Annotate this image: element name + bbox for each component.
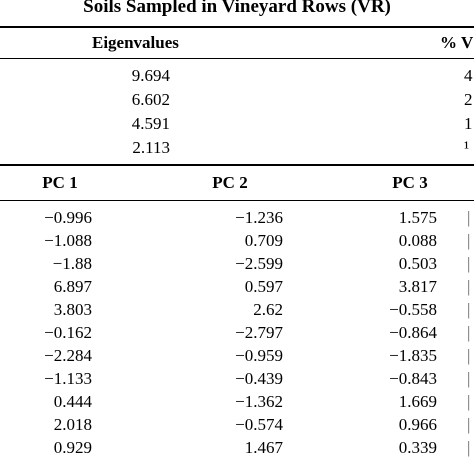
eigenvalue-cell: 4.591: [131, 114, 170, 133]
edge-mark: |: [467, 254, 471, 273]
edge-mark: |: [467, 392, 471, 411]
edge-mark: |: [467, 300, 471, 319]
variance-header: % V: [440, 33, 474, 52]
variance-cell: 1: [464, 114, 473, 133]
pc3-score-cell: 1.669: [398, 392, 437, 411]
pc2-score-cell: 1.467: [244, 438, 283, 457]
pc1-score-cell: −2.284: [44, 346, 92, 365]
pc2-header: PC 2: [212, 173, 248, 192]
pc2-score-cell: −0.959: [235, 346, 283, 365]
pc3-header: PC 3: [392, 173, 428, 192]
pc1-header: PC 1: [42, 173, 78, 192]
pc1-score-cell: −0.996: [44, 208, 92, 227]
pc3-score-cell: −0.843: [389, 369, 437, 388]
pc3-score-cell: 1.575: [398, 208, 437, 227]
table-title: Soils Sampled in Vineyard Rows (VR): [83, 0, 391, 17]
edge-mark: |: [467, 231, 471, 250]
pc3-score-cell: 3.817: [398, 277, 437, 296]
edge-mark: |: [467, 208, 471, 227]
pc2-score-cell: −2.599: [235, 254, 283, 273]
variance-cell: ¹: [464, 138, 470, 157]
top-rule: [0, 26, 474, 28]
variance-cell: 2: [464, 90, 473, 109]
pc3-score-cell: 0.503: [398, 254, 437, 273]
pc1-score-cell: 6.897: [53, 277, 92, 296]
edge-mark: |: [467, 415, 471, 434]
pc1-score-cell: −1.133: [44, 369, 92, 388]
pc3-score-cell: −1.835: [389, 346, 437, 365]
pc1-score-cell: 3.803: [53, 300, 92, 319]
pc1-score-cell: −1.088: [44, 231, 92, 250]
pc1-score-cell: −1.88: [52, 254, 92, 273]
edge-mark: |: [467, 346, 471, 365]
pc2-score-cell: −0.574: [235, 415, 283, 434]
pc2-score-cell: 0.709: [244, 231, 283, 250]
header-rule: [0, 58, 474, 59]
eigenvalue-cell: 2.113: [132, 138, 170, 157]
eigenvalues-header: Eigenvalues: [92, 33, 179, 52]
pc3-score-cell: 0.088: [398, 231, 437, 250]
eigenvalue-cell: 9.694: [131, 66, 170, 85]
pc1-score-cell: 0.444: [53, 392, 92, 411]
edge-mark: |: [467, 369, 471, 388]
pc2-score-cell: 2.62: [253, 300, 283, 319]
pc1-score-cell: −0.162: [44, 323, 92, 342]
pc1-score-cell: 2.018: [53, 415, 92, 434]
pc3-score-cell: −0.864: [389, 323, 437, 342]
pc2-score-cell: −2.797: [235, 323, 283, 342]
pc1-score-cell: 0.929: [53, 438, 92, 457]
edge-mark: |: [467, 438, 471, 457]
section-rule: [0, 164, 474, 166]
pc3-score-cell: 0.339: [398, 438, 437, 457]
eigenvalue-cell: 6.602: [131, 90, 170, 109]
variance-cell: 4: [464, 66, 473, 85]
pc2-score-cell: −0.439: [235, 369, 283, 388]
edge-mark: |: [467, 277, 471, 296]
scores-header-rule: [0, 200, 474, 201]
pc2-score-cell: 0.597: [244, 277, 283, 296]
pc3-score-cell: −0.558: [389, 300, 437, 319]
edge-mark: |: [467, 323, 471, 342]
pc2-score-cell: −1.362: [235, 392, 283, 411]
pc2-score-cell: −1.236: [235, 208, 283, 227]
pc3-score-cell: 0.966: [398, 415, 437, 434]
